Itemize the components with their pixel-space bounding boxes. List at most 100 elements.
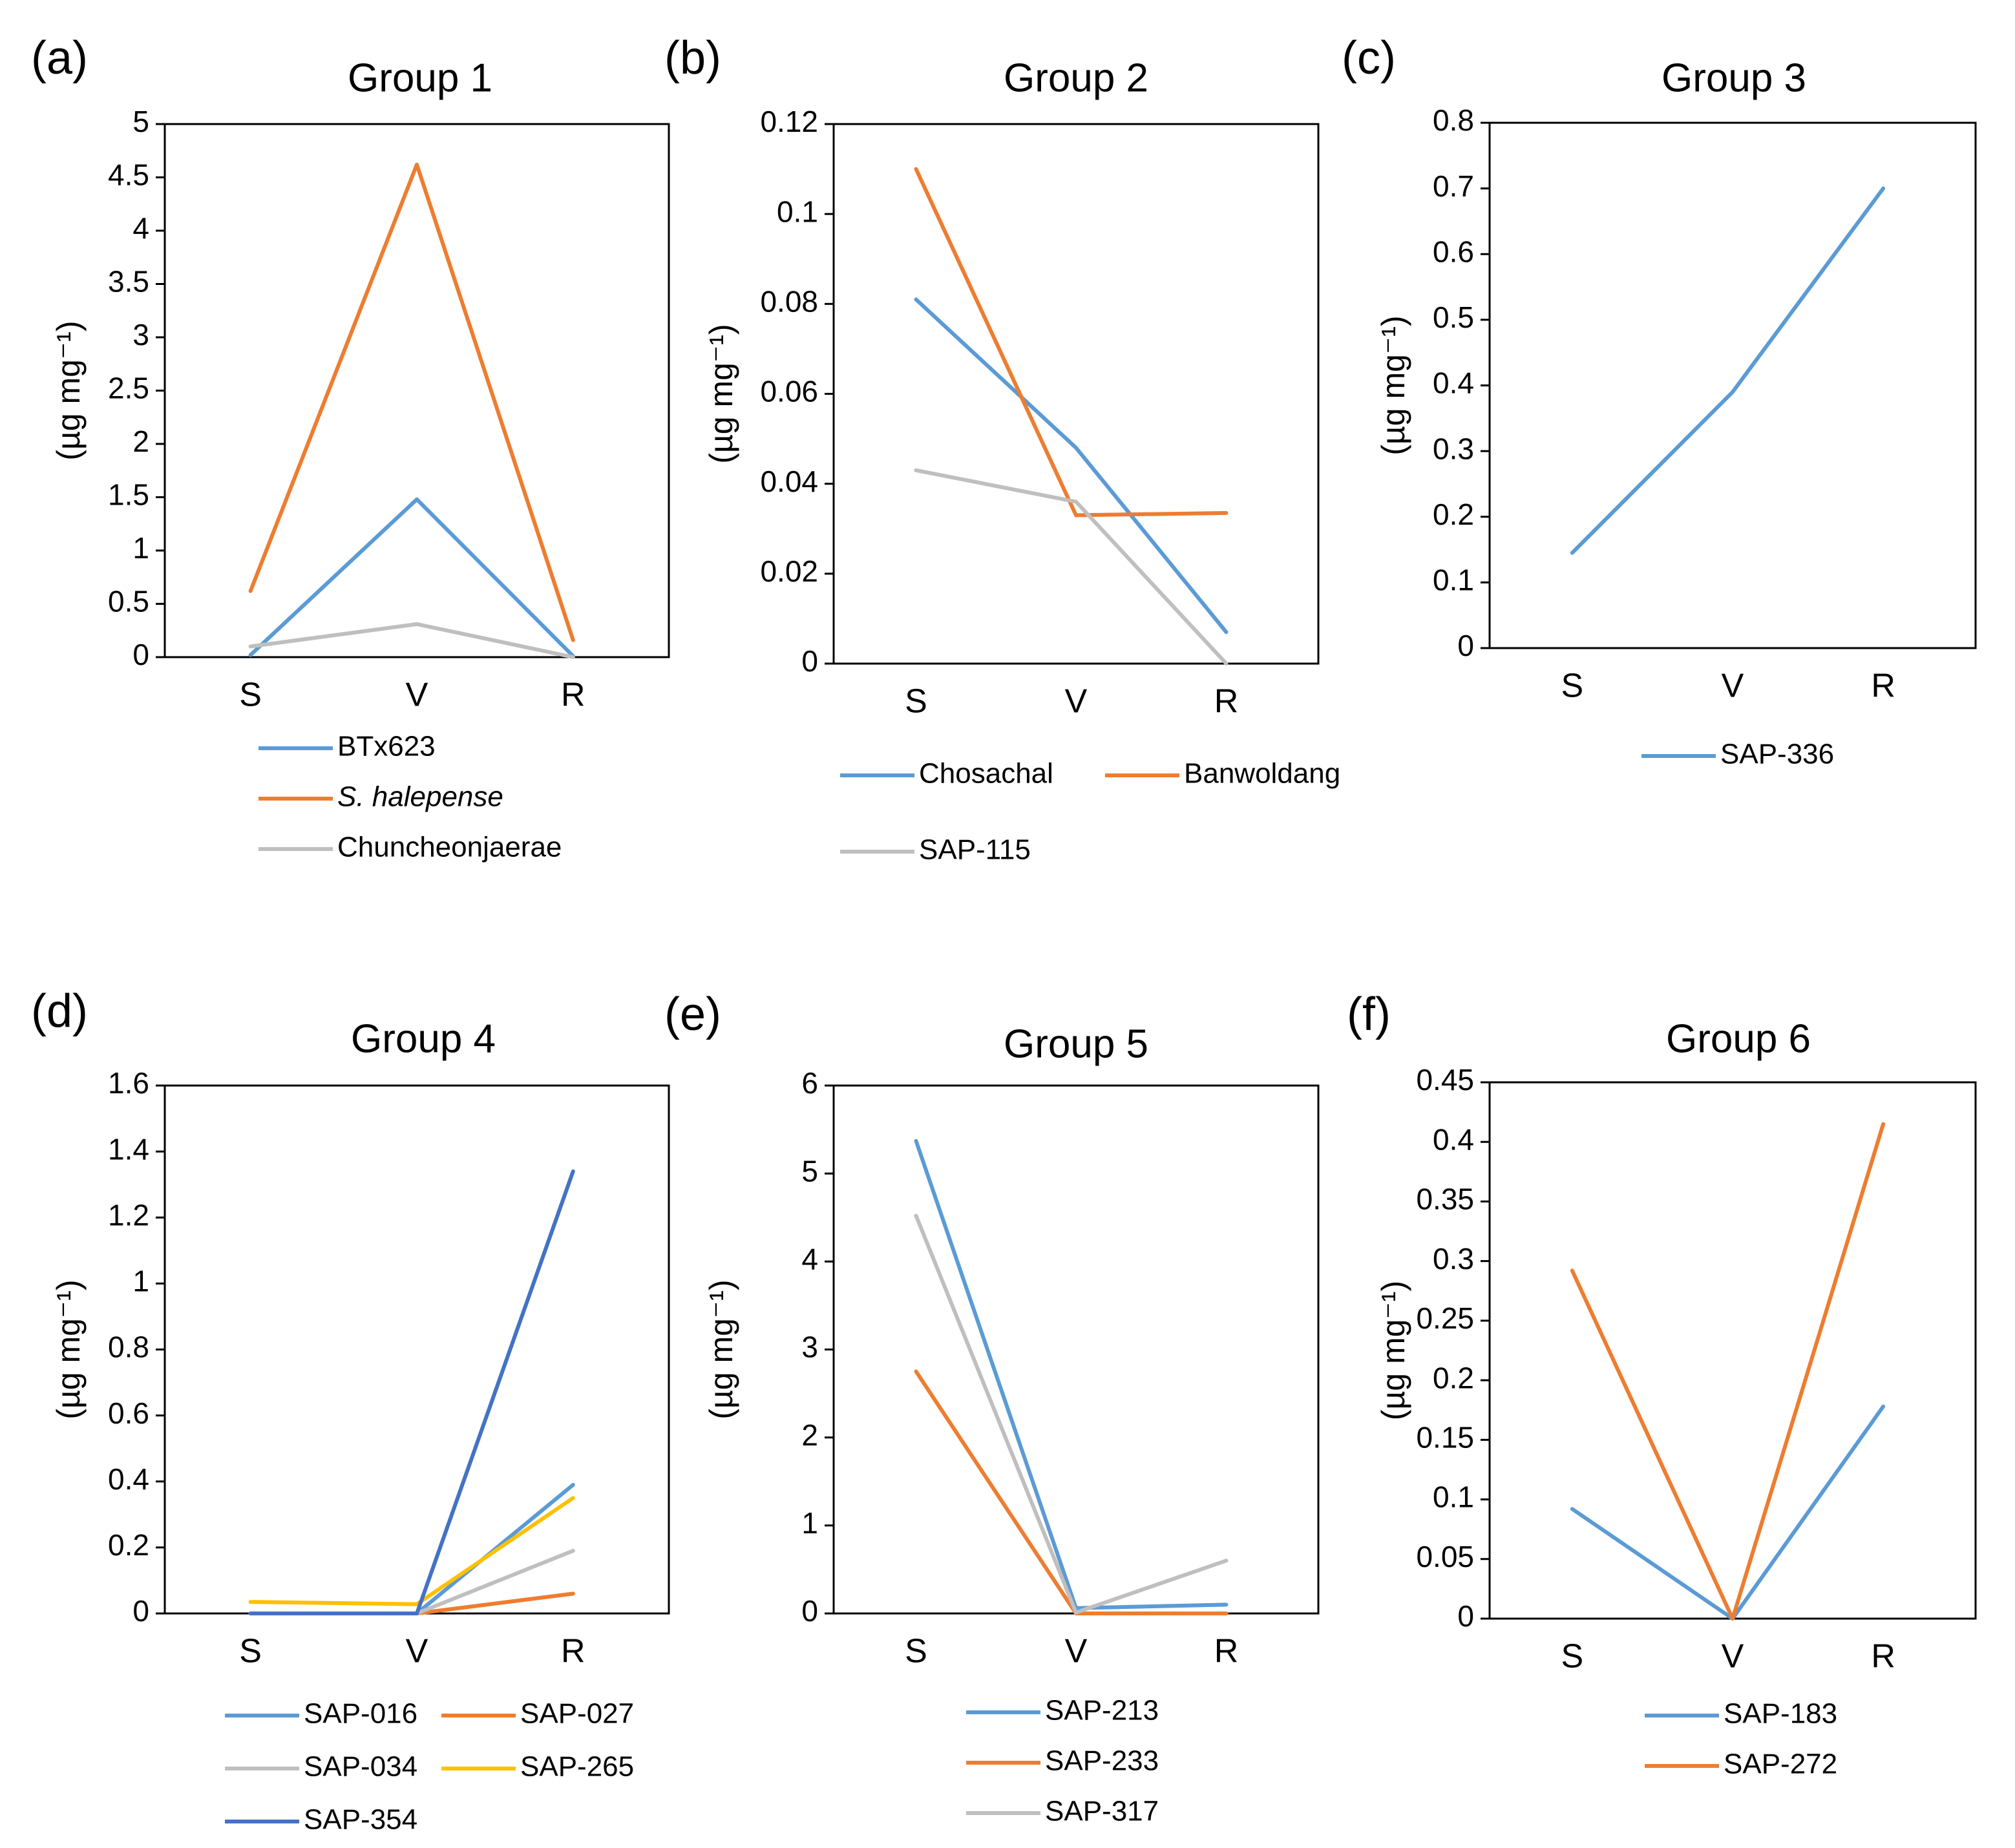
y-axis-label: (µg mg⁻¹) bbox=[50, 1279, 87, 1419]
y-tick-label: 0.35 bbox=[1416, 1182, 1474, 1216]
legend-label: Chosachal bbox=[919, 758, 1053, 790]
legend-label: Banwoldang bbox=[1184, 758, 1340, 790]
y-tick-label: 0.3 bbox=[1433, 1242, 1474, 1276]
y-tick-label: 0.25 bbox=[1416, 1301, 1474, 1335]
chart-panel-1: (a) Group 1 0 0.5 1 1.5 2 2.5 3 3.5 4 4.5 5 S V R (µg mg… bbox=[31, 32, 670, 863]
legend-label: SAP-272 bbox=[1724, 1748, 1837, 1780]
x-tick-label: S bbox=[239, 677, 262, 714]
series-line bbox=[1570, 1404, 1886, 1621]
legend-label: BTx623 bbox=[337, 731, 436, 762]
y-tick-label: 4 bbox=[801, 1242, 818, 1276]
series-line bbox=[914, 297, 1229, 635]
plot-frame bbox=[164, 1084, 670, 1615]
y-axis-label: (µg mg⁻¹) bbox=[703, 1279, 739, 1419]
panel-label: (b) bbox=[664, 32, 721, 84]
y-tick-label: 0.6 bbox=[1433, 235, 1474, 268]
y-tick-label: 0.6 bbox=[108, 1396, 149, 1430]
x-tick-label: R bbox=[561, 677, 586, 714]
x-tick-label: R bbox=[561, 1633, 586, 1670]
y-tick-label: 0.2 bbox=[1433, 498, 1474, 531]
y-tick-label: 6 bbox=[801, 1066, 818, 1100]
legend: SAP-336 bbox=[1641, 739, 1834, 770]
legend-label: Chuncheonjaerae bbox=[337, 832, 562, 863]
y-tick-label: 0.04 bbox=[760, 465, 818, 498]
legend-label: SAP-183 bbox=[1724, 1698, 1837, 1730]
x-tick-label: V bbox=[1722, 1638, 1744, 1675]
y-tick-label: 0.5 bbox=[1433, 300, 1474, 334]
chart-panel-2: (b) Group 2 0 0.02 0.04 0.06 0.08 0.1 0.12 S V R (µg… bbox=[664, 32, 1340, 866]
series-line bbox=[1570, 186, 1886, 555]
plot-frame bbox=[832, 123, 1320, 665]
plot-frame bbox=[1488, 1081, 1977, 1620]
y-tick-label: 1.6 bbox=[108, 1066, 149, 1100]
chart-title: Group 4 bbox=[351, 1016, 496, 1061]
legend-label: SAP-317 bbox=[1045, 1796, 1159, 1827]
y-tick-label: 4 bbox=[132, 211, 149, 245]
y-axis-label: (µg mg⁻¹) bbox=[703, 324, 739, 463]
series-line bbox=[248, 1496, 575, 1606]
legend-label: SAP-265 bbox=[520, 1751, 634, 1783]
chart-title: Group 6 bbox=[1666, 1016, 1811, 1061]
y-tick-label: 0.12 bbox=[760, 105, 818, 138]
panel-label: (e) bbox=[664, 989, 721, 1040]
legend-label: SAP-336 bbox=[1720, 739, 1834, 770]
y-tick-label: 3.5 bbox=[108, 265, 149, 299]
legend-label: SAP-027 bbox=[520, 1698, 634, 1730]
y-tick-label: 5 bbox=[132, 105, 149, 138]
y-tick-label: 0.4 bbox=[1433, 1122, 1474, 1156]
chart-title: Group 3 bbox=[1662, 56, 1806, 100]
panel-label: (d) bbox=[31, 985, 88, 1037]
y-tick-label: 1 bbox=[132, 1265, 149, 1298]
y-tick-label: 1 bbox=[132, 531, 149, 565]
y-tick-label: 0.15 bbox=[1416, 1420, 1474, 1454]
x-tick-label: S bbox=[905, 683, 927, 720]
chart-title: Group 1 bbox=[348, 56, 492, 100]
legend-label: SAP-233 bbox=[1045, 1745, 1159, 1777]
y-tick-label: 1.5 bbox=[108, 478, 149, 512]
y-tick-label: 0 bbox=[132, 1594, 149, 1628]
x-tick-label: R bbox=[1214, 1633, 1239, 1670]
y-tick-label: 0.4 bbox=[108, 1462, 149, 1496]
x-tick-label: V bbox=[406, 1633, 428, 1670]
y-tick-label: 0.2 bbox=[1433, 1361, 1474, 1394]
x-tick-label: S bbox=[1561, 1638, 1583, 1675]
chart-title: Group 2 bbox=[1004, 56, 1148, 100]
x-tick-label: S bbox=[239, 1633, 262, 1670]
y-axis-label: (µg mg⁻¹) bbox=[1375, 315, 1411, 455]
chart-panel-3: (c) Group 3 0 0.1 0.2 0.3 0.4 0.5 0.6 0.7 0.8 S V R (µ… bbox=[1342, 32, 1977, 770]
y-tick-label: 0.1 bbox=[1433, 563, 1474, 597]
series-line bbox=[248, 1482, 575, 1615]
y-tick-label: 0.7 bbox=[1433, 169, 1474, 203]
legend: SAP-183 SAP-272 bbox=[1645, 1698, 1837, 1780]
x-tick-label: V bbox=[406, 677, 428, 714]
y-tick-label: 0.2 bbox=[108, 1528, 149, 1562]
series-line bbox=[914, 1139, 1229, 1610]
y-tick-label: 0 bbox=[132, 638, 149, 671]
series-line bbox=[914, 167, 1229, 518]
y-tick-label: 0 bbox=[1457, 629, 1474, 662]
series-line bbox=[248, 162, 575, 642]
y-tick-label: 0.4 bbox=[1433, 366, 1474, 400]
legend-label: SAP-115 bbox=[919, 834, 1031, 866]
panel-label: (a) bbox=[31, 32, 88, 84]
x-tick-label: S bbox=[1561, 667, 1583, 705]
plot-frame bbox=[164, 123, 670, 658]
y-tick-label: 3 bbox=[801, 1330, 818, 1364]
y-tick-label: 0.45 bbox=[1416, 1063, 1474, 1097]
y-tick-label: 0.05 bbox=[1416, 1540, 1474, 1573]
y-tick-label: 1 bbox=[801, 1506, 818, 1540]
x-tick-label: R bbox=[1871, 667, 1895, 705]
series-line bbox=[248, 497, 575, 658]
y-tick-label: 0 bbox=[1457, 1599, 1474, 1633]
legend: Chosachal Banwoldang SAP-115 bbox=[840, 758, 1340, 866]
legend-label: SAP-213 bbox=[1045, 1695, 1159, 1727]
y-tick-label: 0.1 bbox=[777, 194, 818, 228]
y-tick-label: 4.5 bbox=[108, 158, 149, 192]
x-tick-label: R bbox=[1871, 1638, 1895, 1675]
y-tick-label: 0.8 bbox=[108, 1330, 149, 1364]
y-tick-label: 0.5 bbox=[108, 585, 149, 618]
y-tick-label: 0.8 bbox=[1433, 103, 1474, 137]
y-tick-label: 3 bbox=[132, 318, 149, 352]
y-tick-label: 5 bbox=[801, 1154, 818, 1188]
